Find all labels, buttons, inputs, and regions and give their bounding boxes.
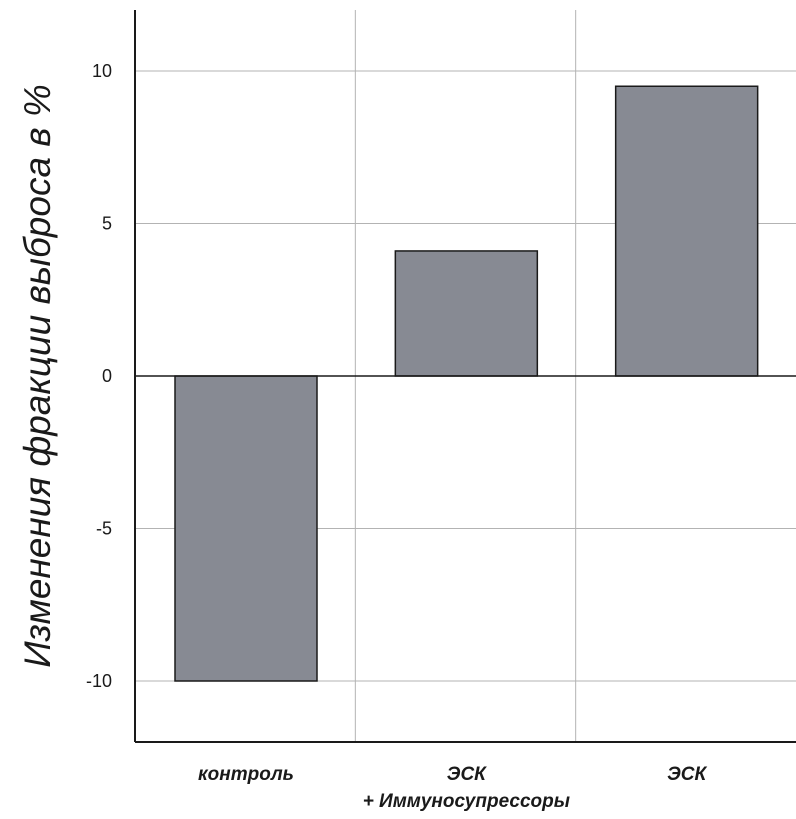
y-tick-label: 10: [92, 61, 112, 81]
x-category-label: ЭСК: [667, 764, 707, 785]
y-axis-title: Изменения фракции выброса в %: [17, 84, 58, 668]
y-tick-label: -10: [86, 671, 112, 691]
x-category-label: ЭСК: [447, 764, 487, 785]
x-category-label: + Иммуносупрессоры: [363, 791, 570, 812]
bar: [394, 250, 539, 377]
bars: [174, 85, 759, 682]
y-tick-label: -5: [96, 519, 112, 539]
axes: [134, 10, 796, 743]
x-category-label: контроль: [198, 764, 294, 785]
x-category-labels: контроль ЭСК + Иммуносупрессоры ЭСК: [198, 764, 707, 812]
y-tick-label: 0: [102, 366, 112, 386]
y-tick-label: 5: [102, 214, 112, 234]
bar: [174, 375, 318, 682]
y-tick-labels: 10 5 0 -5 -10: [86, 61, 112, 691]
bar: [614, 85, 759, 377]
